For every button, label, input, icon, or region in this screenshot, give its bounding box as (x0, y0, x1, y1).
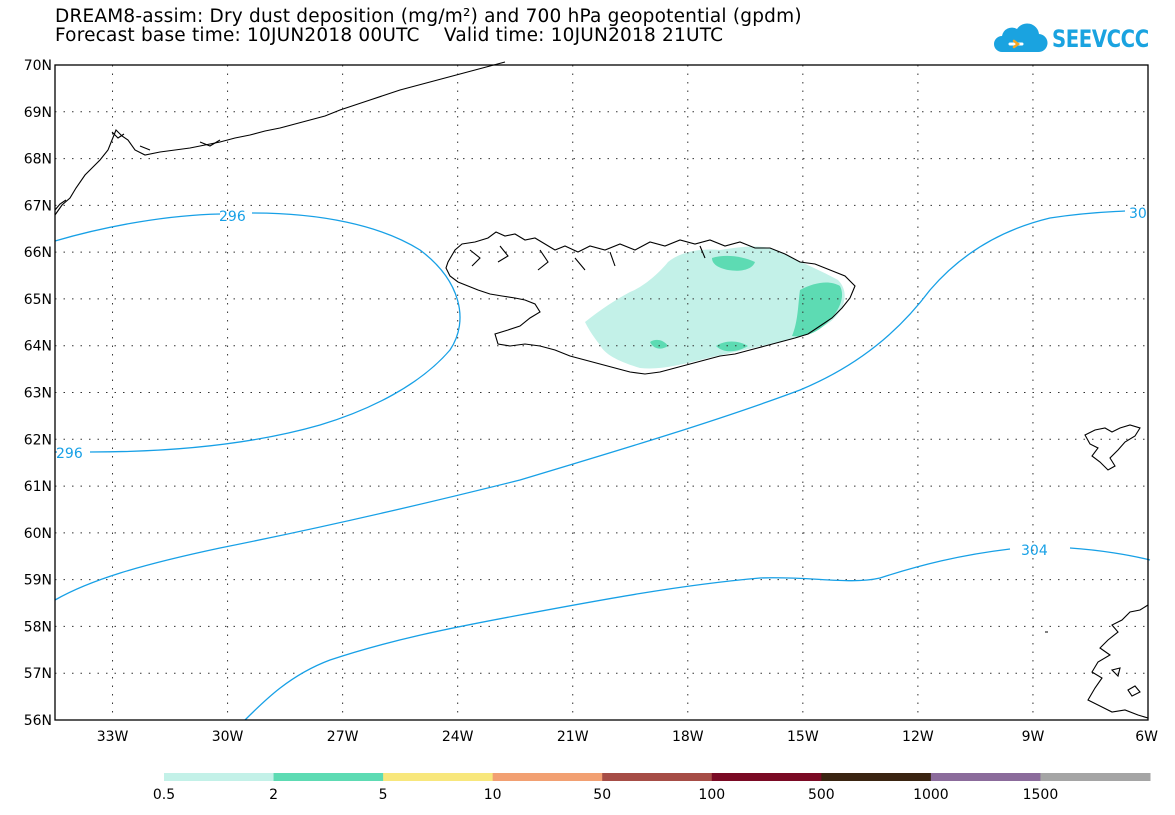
lon-tick-label: 21W (557, 729, 589, 745)
dust-area-light (585, 246, 845, 369)
contour-labels: 296 296 30 304 (56, 206, 1147, 559)
colorbar-segment (492, 773, 603, 781)
lon-tick-label: 27W (327, 729, 359, 745)
colorbar-label: 5 (379, 787, 388, 803)
colorbar-label: 500 (808, 787, 835, 803)
colorbar (164, 773, 1151, 781)
geopotential-contours (54, 210, 1151, 721)
lon-tick-label: 12W (902, 729, 934, 745)
colorbar-segment (1040, 773, 1151, 781)
lat-tick-label: 61N (24, 479, 52, 495)
lon-tick-label: 33W (97, 729, 129, 745)
lon-tick-label: 18W (672, 729, 704, 745)
latitude-labels: 70N 69N 68N 67N 66N 65N 64N 63N 62N 61N 60N 59N 58N 5… (24, 58, 52, 729)
lon-tick-label: 6W (1135, 729, 1158, 745)
lat-tick-label: 69N (24, 105, 52, 121)
chart-title-line-2: Forecast base time: 10JUN2018 00UTC Vali… (55, 25, 724, 46)
colorbar-labels: 0.5 2 5 10 50 100 500 1000 1500 (153, 787, 1058, 803)
colorbar-segment (711, 773, 822, 781)
contour-label-304: 304 (1021, 543, 1048, 559)
coastlines (54, 61, 1149, 719)
colorbar-segment (164, 773, 275, 781)
lat-tick-label: 65N (24, 292, 52, 308)
greenland-coast (54, 61, 506, 216)
colorbar-label: 0.5 (153, 787, 175, 803)
dust-area-medium-north (712, 255, 755, 271)
contour-296 (54, 212, 461, 453)
chart-title-line-1: DREAM8-assim: Dry dust deposition (mg/m²… (55, 6, 802, 27)
lat-tick-label: 63N (24, 386, 52, 402)
dust-area-medium-sw (716, 341, 748, 352)
contour-300 (54, 210, 1126, 601)
longitude-labels: 33W 30W 27W 24W 21W 18W 15W 12W 9W 6W (97, 729, 1158, 745)
iceland-fjords (469, 245, 706, 271)
colorbar-segment (602, 773, 713, 781)
dust-area-medium-south (650, 339, 668, 349)
faroe-islands (1084, 424, 1141, 471)
logo-text: SEEVCCC (1052, 25, 1149, 53)
lon-tick-label: 30W (212, 729, 244, 745)
colorbar-label: 2 (269, 787, 278, 803)
colorbar-label: 1000 (913, 787, 949, 803)
lat-tick-label: 67N (24, 198, 52, 214)
lat-tick-label: 56N (24, 713, 52, 729)
colorbar-segment (930, 773, 1041, 781)
contour-label-296-left: 296 (56, 446, 83, 462)
lat-tick-label: 60N (24, 526, 52, 542)
iceland-coast (445, 231, 856, 375)
lat-tick-label: 58N (24, 619, 52, 635)
lon-tick-label: 24W (442, 729, 474, 745)
lon-tick-label: 9W (1022, 729, 1045, 745)
dust-deposition-shading (585, 246, 845, 369)
colorbar-segment (273, 773, 384, 781)
colorbar-segment (821, 773, 932, 781)
greenland-coast-inner (54, 131, 221, 211)
lat-tick-label: 66N (24, 245, 52, 261)
colorbar-segment (383, 773, 494, 781)
colorbar-label: 100 (698, 787, 725, 803)
lon-tick-label: 15W (787, 729, 819, 745)
lat-tick-label: 57N (24, 666, 52, 682)
colorbar-label: 50 (593, 787, 611, 803)
lat-tick-label: 68N (24, 152, 52, 168)
contour-304 (244, 547, 1151, 721)
contour-label-296-top: 296 (219, 209, 246, 225)
contour-label-300-right: 30 (1129, 206, 1147, 222)
scotland-islands (1045, 631, 1141, 697)
cloud-icon (994, 23, 1048, 53)
colorbar-label: 10 (484, 787, 502, 803)
lat-tick-label: 62N (24, 432, 52, 448)
lat-tick-label: 70N (24, 58, 52, 74)
map-frame (54, 64, 1149, 721)
dust-area-medium-east (792, 282, 843, 337)
scotland-coast (1087, 604, 1149, 719)
lat-tick-label: 59N (24, 573, 52, 589)
lat-lon-grid (55, 65, 1148, 720)
lat-tick-label: 64N (24, 339, 52, 355)
seevccc-logo: SEEVCCC (990, 22, 1170, 56)
colorbar-label: 1500 (1023, 787, 1059, 803)
